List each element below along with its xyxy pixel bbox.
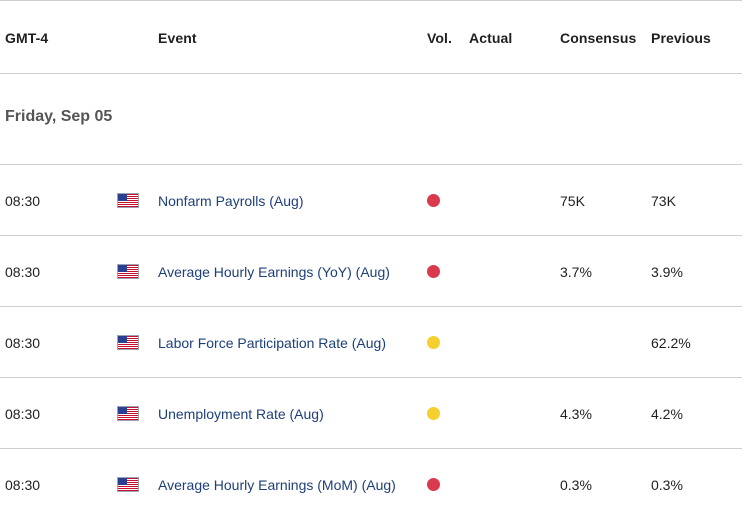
volatility-high-icon <box>427 265 440 278</box>
event-name-link[interactable]: Unemployment Rate (Aug) <box>158 405 324 423</box>
header-actual: Actual <box>469 29 512 47</box>
event-previous: 3.9% <box>651 263 683 281</box>
header-event: Event <box>158 29 197 47</box>
volatility-medium-icon <box>427 336 440 349</box>
event-time: 08:30 <box>5 405 40 423</box>
volatility-high-icon <box>427 194 440 207</box>
row-divider <box>0 448 742 449</box>
event-name-link[interactable]: Labor Force Participation Rate (Aug) <box>158 334 386 352</box>
date-divider <box>0 164 742 165</box>
row-divider <box>0 235 742 236</box>
header-timezone[interactable]: GMT-4 <box>5 29 48 47</box>
event-time: 08:30 <box>5 476 40 494</box>
event-name-link[interactable]: Average Hourly Earnings (MoM) (Aug) <box>158 476 396 494</box>
date-label: Friday, Sep 05 <box>5 108 112 126</box>
header-previous: Previous <box>651 29 711 47</box>
us-flag-icon <box>117 406 139 421</box>
event-time: 08:30 <box>5 334 40 352</box>
header-divider <box>0 73 742 74</box>
event-name-link[interactable]: Nonfarm Payrolls (Aug) <box>158 192 304 210</box>
event-consensus: 4.3% <box>560 405 592 423</box>
event-name-link[interactable]: Average Hourly Earnings (YoY) (Aug) <box>158 263 390 281</box>
header-consensus: Consensus <box>560 29 636 47</box>
volatility-high-icon <box>427 478 440 491</box>
us-flag-icon <box>117 335 139 350</box>
volatility-medium-icon <box>427 407 440 420</box>
row-divider <box>0 377 742 378</box>
event-previous: 73K <box>651 192 676 210</box>
event-previous: 62.2% <box>651 334 691 352</box>
us-flag-icon <box>117 193 139 208</box>
us-flag-icon <box>117 477 139 492</box>
event-previous: 0.3% <box>651 476 683 494</box>
event-consensus: 0.3% <box>560 476 592 494</box>
event-time: 08:30 <box>5 192 40 210</box>
row-divider <box>0 306 742 307</box>
us-flag-icon <box>117 264 139 279</box>
event-previous: 4.2% <box>651 405 683 423</box>
header-volatility: Vol. <box>427 29 452 47</box>
event-consensus: 3.7% <box>560 263 592 281</box>
top-divider <box>0 0 742 1</box>
event-consensus: 75K <box>560 192 585 210</box>
event-time: 08:30 <box>5 263 40 281</box>
